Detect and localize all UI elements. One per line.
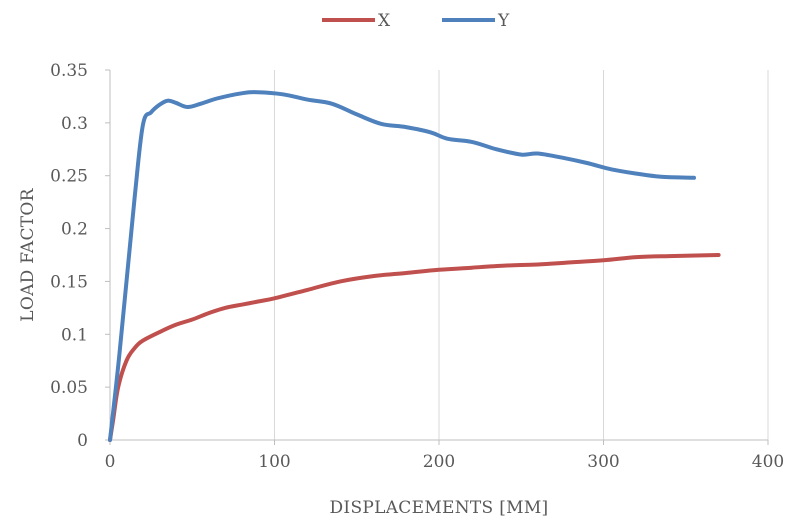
x-tick-label: 400 xyxy=(752,452,784,472)
series-line-x xyxy=(108,253,721,442)
y-tick-label: 0.3 xyxy=(61,114,88,134)
y-tick-label: 0.1 xyxy=(61,325,88,345)
y-tick-label: 0.2 xyxy=(61,220,88,240)
y-tick-label: 0.25 xyxy=(50,167,88,187)
series-lines xyxy=(108,90,721,442)
series-line-y xyxy=(108,90,696,442)
y-axis-title: LOAD FACTOR xyxy=(18,187,38,321)
y-tick-label: 0.05 xyxy=(50,378,88,398)
gridlines xyxy=(274,70,769,440)
axes xyxy=(105,69,769,445)
x-tick-label: 300 xyxy=(587,452,619,472)
x-tick-label: 0 xyxy=(105,452,116,472)
x-tick-label: 100 xyxy=(258,452,290,472)
legend-label-y: Y xyxy=(497,11,510,31)
x-axis-title: DISPLACEMENTS [MM] xyxy=(330,498,549,518)
tick-labels: 0 0.05 0.1 0.15 0.2 0.25 0.3 0.35 0 100 200 300 400 xyxy=(50,61,784,472)
x-tick-label: 200 xyxy=(423,452,455,472)
legend-label-x: X xyxy=(378,11,391,31)
y-tick-label: 0 xyxy=(77,431,88,451)
y-tick-label: 0.15 xyxy=(50,272,88,292)
y-tick-label: 0.35 xyxy=(50,61,88,81)
